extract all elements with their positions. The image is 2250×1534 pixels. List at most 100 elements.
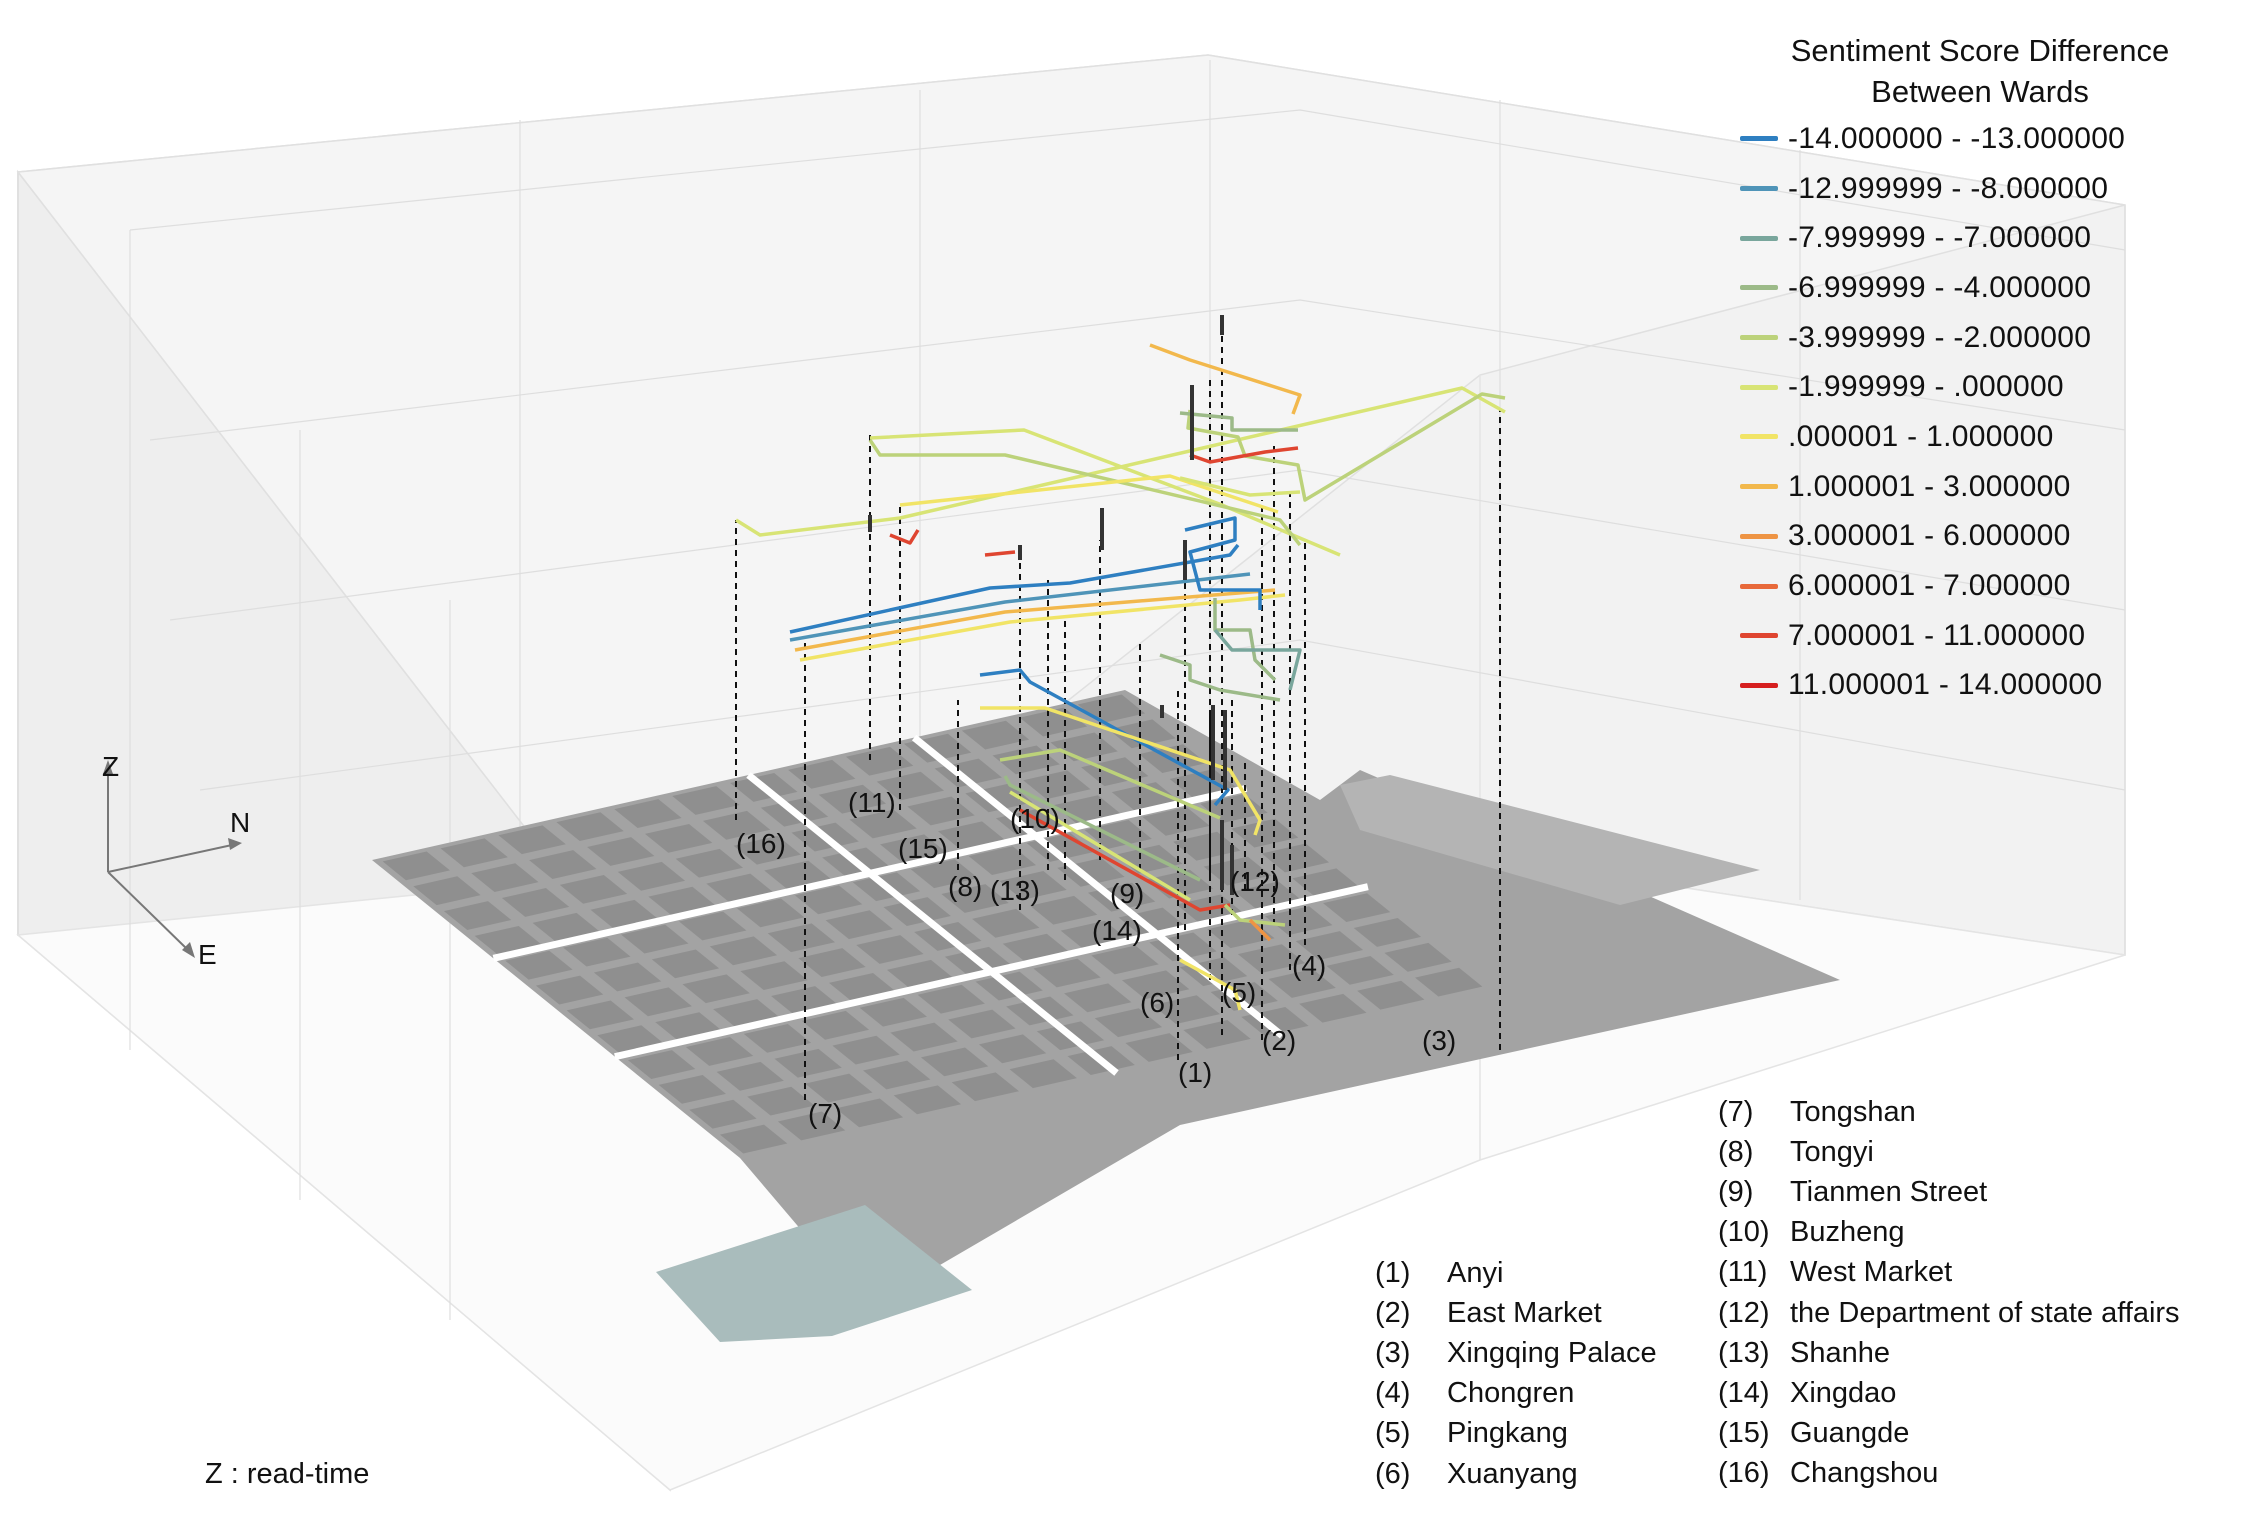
ward-block bbox=[1094, 1008, 1163, 1038]
sentiment-route bbox=[1009, 790, 1191, 902]
ward-block bbox=[529, 850, 597, 879]
ward-block bbox=[563, 937, 631, 967]
sentiment-routes bbox=[735, 343, 1506, 1011]
legend-label: -1.999999 - .000000 bbox=[1788, 370, 2064, 404]
ward-block bbox=[743, 1023, 812, 1053]
ward-block bbox=[764, 860, 832, 890]
ward-name: Changshou bbox=[1790, 1457, 1939, 1490]
ward-block bbox=[617, 861, 686, 891]
legend-label: 6.000001 - 7.000000 bbox=[1788, 569, 2071, 603]
ward-marker-label: (16) bbox=[736, 828, 786, 859]
ward-block bbox=[1122, 970, 1190, 1000]
legend-swatch bbox=[1740, 633, 1778, 639]
legend-item: -6.999999 - -4.000000 bbox=[1730, 263, 2240, 313]
ward-number: (12) bbox=[1718, 1296, 1770, 1329]
ward-name: Anyi bbox=[1447, 1256, 1504, 1289]
ward-marker-label: (13) bbox=[990, 875, 1040, 906]
legend-label: 11.000001 - 14.000000 bbox=[1788, 668, 2103, 702]
ward-block bbox=[801, 1010, 870, 1040]
avenue bbox=[911, 734, 1285, 1039]
sentiment-route bbox=[1223, 903, 1286, 927]
axis-gizmo: Z N E bbox=[102, 751, 250, 970]
e-arrow-icon bbox=[182, 942, 195, 958]
ward-marker-label: (8) bbox=[948, 871, 982, 902]
ward-block bbox=[1183, 1020, 1251, 1049]
ward-name: Xuanyang bbox=[1447, 1457, 1578, 1490]
ward-block bbox=[794, 885, 863, 915]
ward-block bbox=[682, 974, 750, 1004]
ward-block bbox=[471, 863, 539, 893]
e-axis-label: E bbox=[198, 939, 217, 970]
ward-list-item: (13) Shanhe bbox=[1718, 1333, 2180, 1373]
ward-name: Guangde bbox=[1790, 1417, 1910, 1450]
ward-number: (7) bbox=[1718, 1095, 1754, 1128]
ward-block bbox=[777, 1111, 846, 1141]
n-axis bbox=[107, 844, 233, 873]
ward-block bbox=[621, 924, 689, 954]
ward-list-item: (9) Tianmen Street bbox=[1718, 1172, 2180, 1212]
ward-block bbox=[1030, 895, 1098, 925]
legend-title-line1: Sentiment Score Difference bbox=[1790, 33, 2170, 68]
ward-block bbox=[910, 859, 979, 889]
sentiment-route bbox=[789, 572, 1251, 642]
ward-block bbox=[644, 823, 713, 853]
ward-block bbox=[1299, 993, 1367, 1023]
sentiment-route bbox=[1149, 343, 1302, 415]
z-axis-label: Z bbox=[102, 751, 119, 782]
legend-item: 3.000001 - 6.000000 bbox=[1730, 512, 2240, 562]
ward-marker-label: (9) bbox=[1110, 878, 1144, 909]
legend-label: 3.000001 - 6.000000 bbox=[1788, 519, 2071, 553]
palace-area-east bbox=[1340, 775, 1760, 905]
ward-block bbox=[1357, 980, 1425, 1010]
ward-block bbox=[587, 837, 655, 866]
sentiment-route bbox=[1003, 775, 1201, 882]
ward-block bbox=[505, 950, 573, 980]
ward-name: Chongren bbox=[1447, 1377, 1575, 1410]
ward-marker-label: (2) bbox=[1262, 1025, 1296, 1056]
sentiment-route bbox=[980, 706, 1262, 836]
ward-block bbox=[818, 784, 887, 814]
ward-list-item: (7) Tongshan bbox=[1718, 1092, 2180, 1132]
ward-block bbox=[856, 935, 924, 964]
ward-block bbox=[627, 1050, 696, 1079]
ward-number: (2) bbox=[1375, 1296, 1411, 1329]
ward-name: Pingkang bbox=[1447, 1417, 1568, 1450]
ward-block bbox=[559, 874, 628, 904]
ward-marker-label: (7) bbox=[808, 1098, 842, 1129]
ward-block bbox=[893, 1085, 962, 1115]
ward-block bbox=[825, 910, 893, 940]
palace-area-southwest bbox=[656, 1205, 972, 1342]
sentiment-route bbox=[869, 428, 1341, 557]
sentiment-route bbox=[794, 588, 1276, 652]
ward-block bbox=[859, 997, 927, 1027]
ward-block bbox=[1111, 782, 1180, 811]
ward-block bbox=[740, 961, 808, 991]
ward-list-item: (2) East Market bbox=[1375, 1293, 1657, 1333]
legend-item: 11.000001 - 14.000000 bbox=[1730, 661, 2240, 711]
legend-label: -6.999999 - -4.000000 bbox=[1788, 270, 2092, 304]
ward-number: (1) bbox=[1375, 1256, 1411, 1289]
ward-name: Xingdao bbox=[1790, 1376, 1897, 1409]
legend-label: -12.999999 - -8.000000 bbox=[1788, 171, 2109, 205]
legend-item: 6.000001 - 7.000000 bbox=[1730, 561, 2240, 611]
ward-number: (11) bbox=[1718, 1256, 1768, 1289]
ward-block bbox=[1261, 843, 1330, 873]
ward-list-item: (15) Guangde bbox=[1718, 1414, 2180, 1454]
sentiment-route bbox=[999, 748, 1221, 820]
ward-list-item: (5) Pingkang bbox=[1375, 1414, 1657, 1454]
ward-block bbox=[719, 1124, 788, 1154]
n-arrow-icon bbox=[228, 838, 242, 850]
sentiment-route bbox=[1179, 476, 1301, 497]
ward-block bbox=[1353, 918, 1422, 947]
legend-item: 1.000001 - 3.000000 bbox=[1730, 462, 2240, 512]
ward-block bbox=[593, 962, 662, 992]
sentiment-route bbox=[1159, 653, 1281, 702]
ward-block bbox=[1231, 818, 1299, 848]
avenue bbox=[614, 883, 1369, 1061]
ward-block bbox=[1091, 945, 1159, 975]
ward-block bbox=[917, 984, 985, 1014]
sentiment-route bbox=[1179, 411, 1298, 432]
ward-block bbox=[863, 1060, 931, 1090]
ward-marker-label: (14) bbox=[1092, 915, 1142, 946]
ward-block bbox=[890, 1022, 958, 1052]
